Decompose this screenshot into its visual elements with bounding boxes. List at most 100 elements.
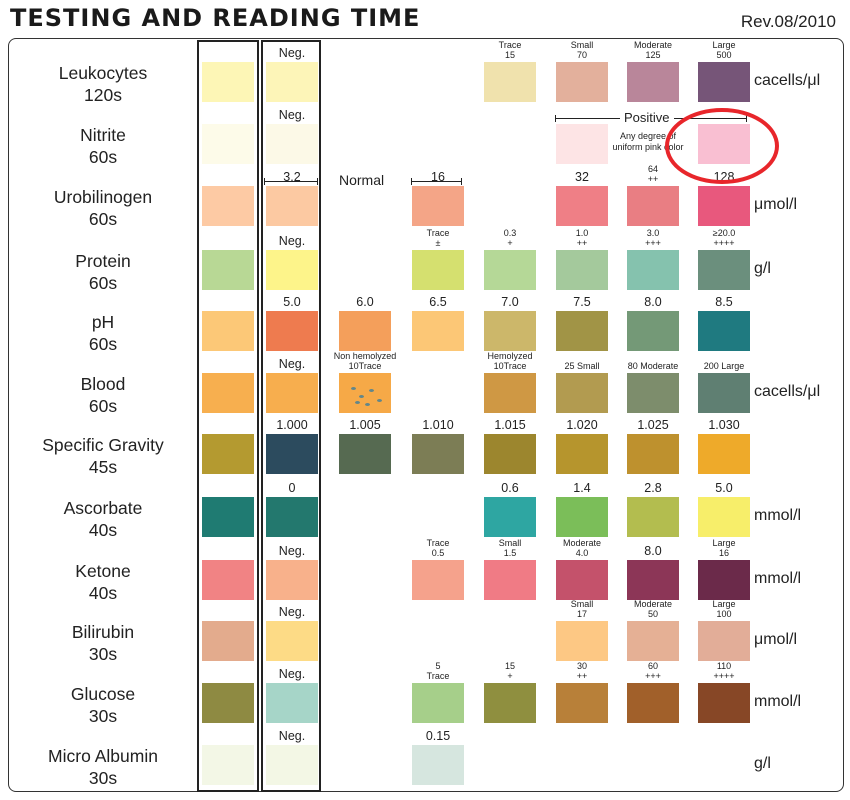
- row-name-specific-gravity: Specific Gravity 45s: [18, 434, 188, 478]
- swatch-label-ascorbate-4: 0.6: [501, 481, 519, 495]
- swatch-label-ph-5: 7.5: [573, 295, 591, 309]
- color-swatch-blood-0: [202, 373, 254, 413]
- unit-ascorbate: mmol/l: [754, 507, 802, 524]
- unit-bilirubin: μmol/l: [754, 631, 797, 648]
- test-name: Blood: [80, 374, 126, 394]
- test-name: Urobilinogen: [53, 187, 153, 207]
- swatch-label-nitrite-1: Neg.: [278, 108, 306, 122]
- color-swatch-protein-5: [556, 250, 608, 290]
- swatch-label-urobilinogen-6: 64 ++: [647, 164, 659, 184]
- row-name-protein: Protein 60s: [18, 250, 188, 294]
- color-swatch-bilirubin-1: [266, 621, 318, 661]
- color-swatch-ascorbate-5: [556, 497, 608, 537]
- swatch-label-bilirubin-5: Small 17: [570, 599, 594, 619]
- color-swatch-ketone-0: [202, 560, 254, 600]
- swatch-label-blood-5: 25 Small: [564, 361, 600, 371]
- color-swatch-micro-albumin-1: [266, 745, 318, 785]
- color-swatch-ascorbate-0: [202, 497, 254, 537]
- row-name-bilirubin: Bilirubin 30s: [18, 621, 188, 665]
- test-name: Leukocytes: [58, 63, 148, 83]
- unit-ketone: mmol/l: [754, 570, 802, 587]
- color-swatch-glucose-1: [266, 683, 318, 723]
- color-swatch-glucose-5: [556, 683, 608, 723]
- color-swatch-leukocytes-1: [266, 62, 318, 102]
- unit-leukocytes: cacells/μl: [754, 72, 821, 89]
- swatch-label-bilirubin-6: Moderate 50: [633, 599, 673, 619]
- color-swatch-ascorbate-1: [266, 497, 318, 537]
- color-swatch-protein-4: [484, 250, 536, 290]
- color-swatch-ketone-7: [698, 560, 750, 600]
- swatch-label-ph-6: 8.0: [644, 295, 662, 309]
- color-swatch-nitrite-0: [202, 124, 254, 164]
- test-name: Glucose: [70, 684, 136, 704]
- swatch-label-blood-6: 80 Moderate: [627, 361, 679, 371]
- color-swatch-ph-0: [202, 311, 254, 351]
- swatch-label-bilirubin-1: Neg.: [278, 605, 306, 619]
- swatch-label-glucose-5: 30 ++: [576, 661, 588, 681]
- reading-time: 30s: [88, 706, 118, 726]
- row-name-leukocytes: Leukocytes 120s: [18, 62, 188, 106]
- swatch-label-bilirubin-7: Large 100: [712, 599, 736, 619]
- color-swatch-glucose-4: [484, 683, 536, 723]
- swatch-label-urobilinogen-5: 32: [575, 170, 589, 184]
- swatch-label-glucose-7: 110 ++++: [713, 661, 735, 681]
- color-swatch-leukocytes-5: [556, 62, 608, 102]
- test-name: Bilirubin: [71, 622, 135, 642]
- test-name: Ketone: [75, 561, 131, 581]
- color-swatch-bilirubin-5: [556, 621, 608, 661]
- swatch-label-ph-7: 8.5: [715, 295, 733, 309]
- test-name: Specific Gravity: [42, 435, 164, 455]
- swatch-label-ketone-1: Neg.: [278, 544, 306, 558]
- row-name-micro-albumin: Micro Albumin 30s: [18, 745, 188, 789]
- swatch-label-protein-1: Neg.: [278, 234, 306, 248]
- color-swatch-bilirubin-6: [627, 621, 679, 661]
- hemolysis-speck: [365, 403, 370, 406]
- color-swatch-glucose-3: [412, 683, 464, 723]
- page-title: TESTING AND READING TIME: [10, 4, 421, 32]
- reading-time: 30s: [88, 644, 118, 664]
- color-swatch-ascorbate-4: [484, 497, 536, 537]
- row-name-ascorbate: Ascorbate 40s: [18, 497, 188, 541]
- row-name-glucose: Glucose 30s: [18, 683, 188, 727]
- swatch-label-protein-4: 0.3 +: [503, 228, 517, 248]
- reading-time: 60s: [88, 334, 118, 354]
- color-swatch-specific-gravity-0: [202, 434, 254, 474]
- row-name-nitrite: Nitrite 60s: [18, 124, 188, 168]
- color-swatch-specific-gravity-2: [339, 434, 391, 474]
- highlight-circle: [665, 108, 779, 184]
- color-swatch-leukocytes-4: [484, 62, 536, 102]
- normal-label: Normal: [339, 172, 385, 188]
- swatch-label-blood-4: Hemolyzed 10Trace: [487, 351, 533, 371]
- reading-time: 60s: [88, 396, 118, 416]
- color-swatch-urobilinogen-5: [556, 186, 608, 226]
- color-swatch-leukocytes-0: [202, 62, 254, 102]
- normal-range-arrow-right: [411, 178, 462, 185]
- unit-glucose: mmol/l: [754, 693, 802, 710]
- swatch-label-micro-albumin-1: Neg.: [278, 729, 306, 743]
- swatch-label-specific-gravity-6: 1.025: [637, 418, 669, 432]
- color-swatch-ph-2: [339, 311, 391, 351]
- swatch-label-glucose-3: 5 Trace: [426, 661, 450, 681]
- color-swatch-ph-7: [698, 311, 750, 351]
- swatch-label-ascorbate-1: 0: [288, 481, 296, 495]
- color-swatch-blood-7: [698, 373, 750, 413]
- color-swatch-urobilinogen-3: [412, 186, 464, 226]
- color-swatch-leukocytes-7: [698, 62, 750, 102]
- swatch-label-leukocytes-4: Trace 15: [498, 40, 522, 60]
- color-swatch-micro-albumin-0: [202, 745, 254, 785]
- swatch-label-specific-gravity-7: 1.030: [708, 418, 740, 432]
- color-swatch-ketone-1: [266, 560, 318, 600]
- color-swatch-ph-5: [556, 311, 608, 351]
- color-swatch-protein-1: [266, 250, 318, 290]
- swatch-label-specific-gravity-2: 1.005: [349, 418, 381, 432]
- color-swatch-blood-4: [484, 373, 536, 413]
- swatch-label-micro-albumin-3: 0.15: [425, 729, 451, 743]
- color-swatch-leukocytes-6: [627, 62, 679, 102]
- test-name: Ascorbate: [63, 498, 143, 518]
- test-name: Protein: [75, 251, 131, 271]
- swatch-label-specific-gravity-5: 1.020: [566, 418, 598, 432]
- color-swatch-protein-7: [698, 250, 750, 290]
- color-swatch-ketone-6: [627, 560, 679, 600]
- reading-time: 30s: [88, 768, 118, 788]
- unit-urobilinogen: μmol/l: [754, 196, 797, 213]
